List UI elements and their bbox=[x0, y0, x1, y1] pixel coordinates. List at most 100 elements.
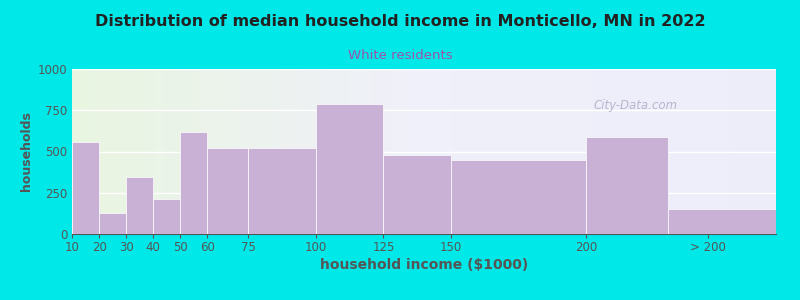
Bar bbox=[230, 69, 234, 234]
Bar bbox=[90, 69, 93, 234]
Bar bbox=[445, 69, 449, 234]
Bar bbox=[266, 69, 269, 234]
Bar bbox=[357, 69, 361, 234]
Bar bbox=[139, 69, 142, 234]
Bar bbox=[153, 69, 157, 234]
Bar bbox=[99, 212, 126, 234]
Bar bbox=[114, 69, 118, 234]
Bar bbox=[223, 69, 227, 234]
Bar bbox=[383, 155, 451, 234]
Bar bbox=[255, 69, 258, 234]
Bar bbox=[550, 69, 554, 234]
Bar bbox=[769, 69, 773, 234]
Bar bbox=[346, 69, 350, 234]
Bar bbox=[462, 69, 466, 234]
Bar bbox=[656, 69, 660, 234]
Bar bbox=[509, 69, 512, 234]
Bar bbox=[755, 69, 758, 234]
Bar bbox=[160, 69, 163, 234]
Bar bbox=[431, 69, 434, 234]
Bar bbox=[364, 69, 368, 234]
Bar bbox=[607, 69, 610, 234]
Bar bbox=[632, 69, 635, 234]
Bar bbox=[308, 69, 311, 234]
Bar bbox=[227, 69, 230, 234]
Bar bbox=[438, 69, 442, 234]
Bar bbox=[470, 69, 474, 234]
Bar bbox=[726, 69, 730, 234]
Bar bbox=[248, 148, 316, 234]
Bar bbox=[695, 69, 698, 234]
Bar bbox=[107, 69, 110, 234]
Bar bbox=[562, 69, 565, 234]
Bar bbox=[515, 69, 519, 234]
Bar bbox=[663, 69, 667, 234]
Bar bbox=[558, 69, 562, 234]
Bar bbox=[192, 69, 195, 234]
Bar bbox=[691, 69, 695, 234]
Bar bbox=[667, 69, 670, 234]
Bar bbox=[290, 69, 294, 234]
Bar bbox=[125, 69, 128, 234]
Bar bbox=[713, 69, 716, 234]
Bar bbox=[597, 69, 600, 234]
Bar bbox=[220, 69, 223, 234]
Bar bbox=[368, 69, 371, 234]
Bar bbox=[568, 69, 572, 234]
Bar bbox=[635, 69, 638, 234]
Bar bbox=[668, 209, 776, 234]
Bar bbox=[198, 69, 202, 234]
Bar bbox=[315, 69, 318, 234]
Bar bbox=[276, 69, 280, 234]
Bar bbox=[110, 69, 114, 234]
Bar bbox=[773, 69, 776, 234]
Bar bbox=[392, 69, 396, 234]
Bar bbox=[610, 69, 614, 234]
Bar bbox=[505, 69, 509, 234]
Bar bbox=[491, 69, 494, 234]
Bar bbox=[586, 137, 668, 234]
Bar bbox=[547, 69, 550, 234]
Bar bbox=[389, 69, 392, 234]
Bar bbox=[343, 69, 346, 234]
Bar bbox=[82, 69, 86, 234]
Bar bbox=[621, 69, 625, 234]
Bar bbox=[494, 69, 498, 234]
Bar bbox=[762, 69, 766, 234]
Bar bbox=[167, 69, 170, 234]
Bar bbox=[758, 69, 762, 234]
Bar bbox=[424, 69, 427, 234]
Bar bbox=[698, 69, 702, 234]
Bar bbox=[185, 69, 188, 234]
Bar bbox=[382, 69, 386, 234]
Bar bbox=[565, 69, 568, 234]
Bar bbox=[414, 69, 417, 234]
Bar bbox=[734, 69, 738, 234]
Bar bbox=[316, 104, 383, 234]
Bar bbox=[206, 69, 210, 234]
Bar bbox=[653, 69, 656, 234]
Bar bbox=[417, 69, 421, 234]
Bar bbox=[163, 69, 167, 234]
Text: City-Data.com: City-Data.com bbox=[593, 99, 678, 112]
Bar bbox=[614, 69, 618, 234]
Bar bbox=[336, 69, 339, 234]
Bar bbox=[459, 69, 462, 234]
Bar bbox=[180, 132, 207, 234]
Bar bbox=[716, 69, 720, 234]
Bar bbox=[245, 69, 248, 234]
Y-axis label: households: households bbox=[20, 112, 34, 191]
Bar bbox=[403, 69, 406, 234]
Bar bbox=[480, 69, 484, 234]
Bar bbox=[86, 69, 90, 234]
Bar bbox=[122, 69, 125, 234]
Bar bbox=[766, 69, 769, 234]
Bar bbox=[234, 69, 238, 234]
Bar bbox=[638, 69, 642, 234]
Bar bbox=[181, 69, 185, 234]
Bar bbox=[650, 69, 653, 234]
Bar bbox=[258, 69, 262, 234]
Bar bbox=[709, 69, 713, 234]
Bar bbox=[142, 69, 146, 234]
Bar bbox=[374, 69, 378, 234]
